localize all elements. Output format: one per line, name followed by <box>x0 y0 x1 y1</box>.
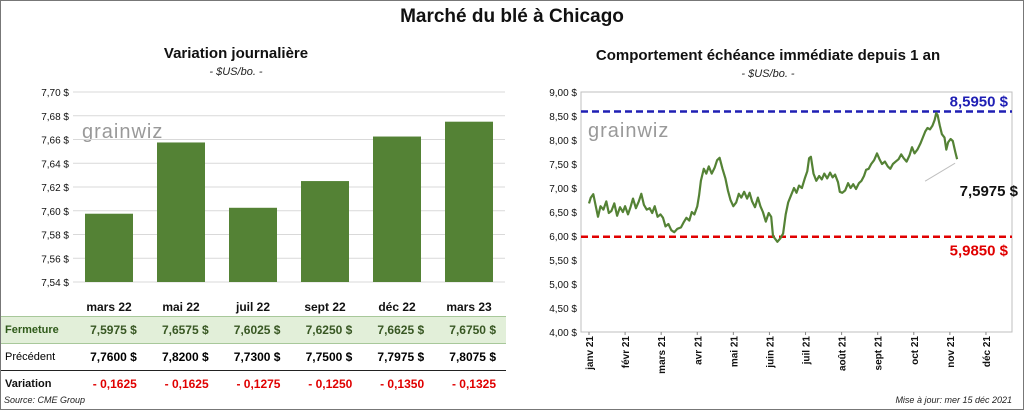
bar <box>229 207 277 282</box>
y-tick-label: 9,00 $ <box>549 88 577 99</box>
x-tick-label: août 21 <box>838 336 849 371</box>
cell-value: 7,6025 $ <box>218 316 291 344</box>
y-tick-label: 8,50 $ <box>549 112 577 123</box>
cell-value: 7,7600 $ <box>75 343 147 371</box>
cell-value: 7,7300 $ <box>218 343 291 371</box>
cell-value: 7,7500 $ <box>290 343 363 371</box>
y-tick-label: 7,68 $ <box>41 112 69 123</box>
row-label-precedent: Précédent <box>1 343 75 371</box>
y-tick-label: 7,00 $ <box>549 184 577 195</box>
x-tick-label: nov 21 <box>946 336 957 368</box>
x-tick-label: juin 21 <box>765 336 776 369</box>
cell-value: - 0,1250 <box>308 377 353 391</box>
plot-area <box>580 91 1013 333</box>
cell-value: 7,6575 $ <box>146 316 219 344</box>
row-label-variation: Variation <box>5 378 52 390</box>
daily-variation-chart: Variation journalière - $US/bo. - grainw… <box>41 45 505 314</box>
y-tick-label: 6,00 $ <box>549 232 577 243</box>
cell-value: - 0,1325 <box>451 377 496 391</box>
last-value-leader <box>924 162 956 182</box>
x-tick-label: avr 21 <box>693 336 704 365</box>
category-label: mars 23 <box>446 300 492 314</box>
left-chart-title: Variation journalière <box>164 45 308 62</box>
y-tick-label: 4,00 $ <box>549 328 577 339</box>
y-tick-label: 5,00 $ <box>549 280 577 291</box>
category-label: déc 22 <box>378 300 416 314</box>
low-label: 5,9850 $ <box>950 243 1009 260</box>
y-tick-label: 4,50 $ <box>549 304 577 315</box>
cell-value: 7,6750 $ <box>434 316 506 344</box>
y-tick-label: 7,56 $ <box>41 254 69 265</box>
y-tick-label: 7,62 $ <box>41 183 69 194</box>
y-tick-label: 7,64 $ <box>41 159 69 170</box>
cell-value: 7,8200 $ <box>146 343 219 371</box>
cell-value: 7,8075 $ <box>434 343 506 371</box>
update-note: Mise à jour: mer 15 déc 2021 <box>895 395 1012 405</box>
category-label: sept 22 <box>304 300 346 314</box>
cell-value: - 0,1275 <box>236 377 281 391</box>
y-tick-label: 7,54 $ <box>41 278 69 289</box>
x-tick-label: mars 21 <box>657 336 668 374</box>
x-tick-label: oct 21 <box>910 336 921 365</box>
y-tick-label: 7,58 $ <box>41 231 69 242</box>
summary-table: Fermeture 7,5975 $ 7,6575 $ 7,6025 $ 7,6… <box>1 316 506 397</box>
y-tick-label: 7,60 $ <box>41 207 69 218</box>
main-title: Marché du blé à Chicago <box>400 6 624 27</box>
category-label: mars 22 <box>86 300 132 314</box>
price-line <box>587 112 959 243</box>
table-row-precedent: Précédent 7,7600 $ 7,8200 $ 7,7300 $ 7,7… <box>1 343 506 371</box>
y-tick-label: 7,66 $ <box>41 136 69 147</box>
last-value-label: 7,5975 $ <box>960 183 1019 200</box>
bar <box>445 121 493 282</box>
y-tick-label: 7,70 $ <box>41 88 69 99</box>
table-row-fermeture: Fermeture 7,5975 $ 7,6575 $ 7,6025 $ 7,6… <box>1 316 506 344</box>
y-tick-label: 5,50 $ <box>549 256 577 267</box>
cell-value: 7,6250 $ <box>290 316 363 344</box>
brand-watermark-left: grainwiz <box>82 121 163 143</box>
right-chart-subtitle: - $US/bo. - <box>741 68 795 80</box>
y-tick-label: 8,00 $ <box>549 136 577 147</box>
cell-value: 7,5975 $ <box>75 316 147 344</box>
high-label: 8,5950 $ <box>950 93 1009 110</box>
x-tick-label: juil 21 <box>802 336 813 366</box>
row-label-fermeture: Fermeture <box>1 316 75 344</box>
x-tick-label: sept 21 <box>874 336 885 371</box>
cell-value: - 0,1625 <box>164 377 209 391</box>
y-tick-label: 6,50 $ <box>549 208 577 219</box>
front-month-chart: Comportement échéance immédiate depuis 1… <box>549 47 1019 374</box>
x-tick-label: mai 21 <box>729 336 740 368</box>
cell-value: - 0,1350 <box>380 377 425 391</box>
bar <box>157 142 205 282</box>
cell-value: 7,6625 $ <box>362 316 435 344</box>
brand-watermark-right: grainwiz <box>588 120 669 142</box>
category-label: mai 22 <box>162 300 200 314</box>
x-tick-label: févr 21 <box>621 336 632 369</box>
bar <box>301 181 349 282</box>
bar <box>373 136 421 282</box>
source-note: Source: CME Group <box>4 395 86 405</box>
cell-value: - 0,1625 <box>92 377 137 391</box>
bar <box>85 213 133 282</box>
x-tick-label: déc 21 <box>982 336 993 368</box>
table-row-variation: Variation - 0,1625 - 0,1625 - 0,1275 - 0… <box>1 371 506 398</box>
cell-value: 7,7975 $ <box>362 343 435 371</box>
y-tick-label: 7,50 $ <box>549 160 577 171</box>
left-chart-subtitle: - $US/bo. - <box>209 66 263 78</box>
right-chart-title: Comportement échéance immédiate depuis 1… <box>596 47 940 64</box>
x-tick-label: janv 21 <box>585 336 596 371</box>
category-label: juil 22 <box>235 300 270 314</box>
